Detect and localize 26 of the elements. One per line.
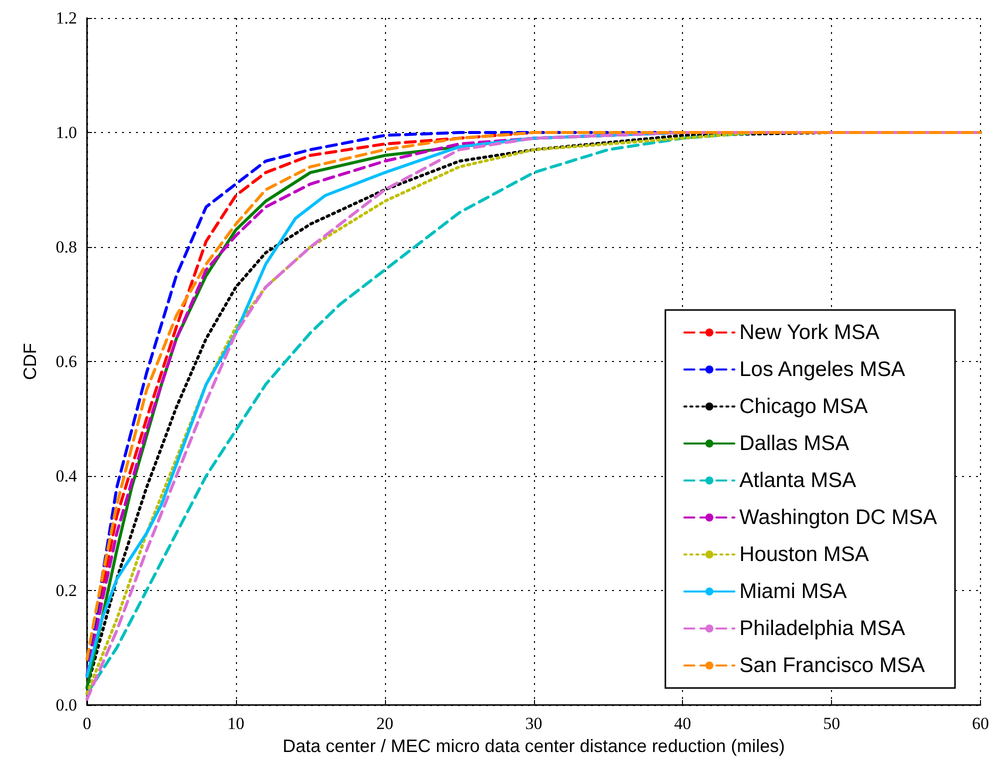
legend-label: Philadelphia MSA [739,617,906,640]
y-tick-label: 1.2 [56,8,77,28]
x-tick-label: 40 [674,714,692,733]
legend-label: Chicago MSA [739,395,868,418]
legend-label: Atlanta MSA [739,469,856,492]
legend-label: Dallas MSA [739,432,850,455]
y-tick-label: 0.0 [56,696,77,714]
x-tick-label: 20 [376,714,394,733]
y-tick-label: 0.2 [56,581,77,600]
x-axis-title: Data center / MEC micro data center distance reduction (miles) [282,736,785,756]
y-tick-label: 0.8 [56,238,77,256]
legend-label: Miami MSA [739,580,847,603]
y-axis-title: CDF [20,343,40,380]
y-tick-label: 0.4 [56,466,78,486]
y-tick-label: 0.6 [56,352,77,371]
x-tick-label: 10 [227,714,244,733]
x-tick-label: 50 [823,714,840,733]
y-tick-label: 1.0 [56,123,77,142]
legend-label: Washington DC MSA [739,506,937,529]
x-tick-label: 0 [82,714,92,733]
legend-label: Los Angeles MSA [739,358,906,381]
x-tick-label: 30 [525,714,542,733]
legend-label: New York MSA [739,321,880,344]
legend-label: Houston MSA [739,543,869,566]
x-tick-label: 60 [972,714,989,733]
legend-label: San Francisco MSA [739,654,925,677]
